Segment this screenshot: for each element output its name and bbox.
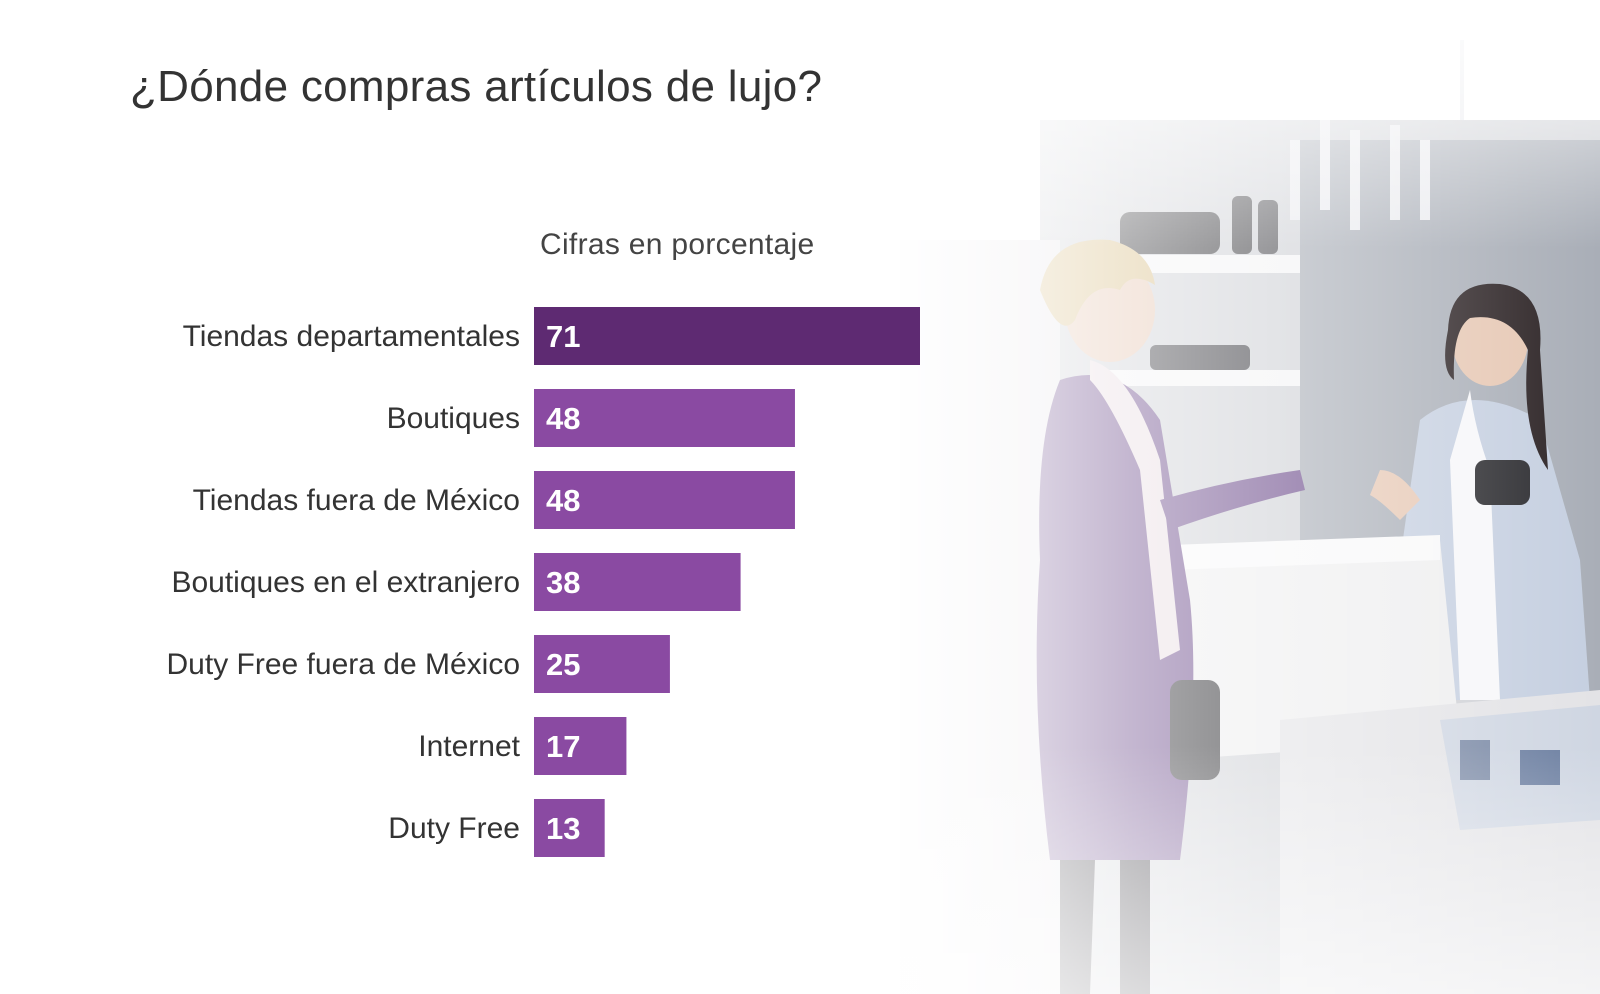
category-label: Internet <box>418 730 520 763</box>
category-label: Tiendas departamentales <box>183 320 520 353</box>
bar-value-label: 13 <box>546 811 580 846</box>
bar-0 <box>534 307 920 365</box>
chart-subtitle: Cifras en porcentaje <box>540 228 815 261</box>
category-label: Duty Free fuera de México <box>167 648 520 681</box>
bar-5 <box>534 717 627 775</box>
bar-value-label: 71 <box>546 319 580 354</box>
bar-value-label: 17 <box>546 729 580 764</box>
category-label: Duty Free <box>388 812 520 845</box>
bar-value-label: 25 <box>546 647 580 682</box>
category-label: Boutiques en el extranjero <box>171 566 520 599</box>
bar-6 <box>534 799 605 857</box>
bar-value-label: 48 <box>546 483 580 518</box>
bar-1 <box>534 389 795 447</box>
bar-3 <box>534 553 741 611</box>
category-label: Tiendas fuera de México <box>193 484 520 517</box>
category-label: Boutiques <box>387 402 520 435</box>
bar-4 <box>534 635 670 693</box>
bar-2 <box>534 471 795 529</box>
bar-value-label: 48 <box>546 401 580 436</box>
bar-value-label: 38 <box>546 565 580 600</box>
chart-title: ¿Dónde compras artículos de lujo? <box>130 62 823 111</box>
